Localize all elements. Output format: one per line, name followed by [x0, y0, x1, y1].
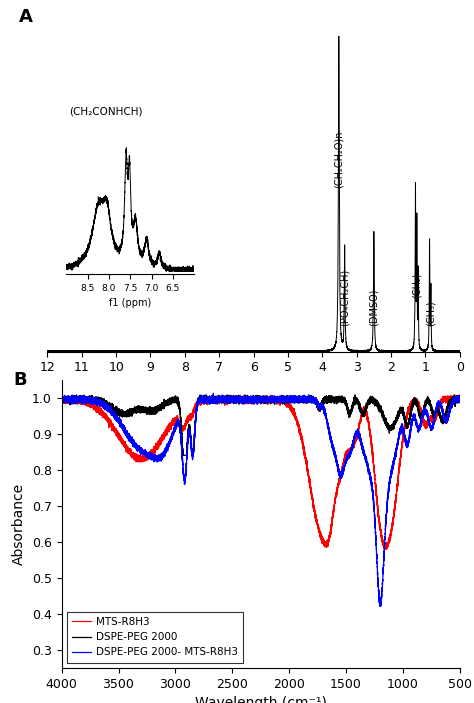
Y-axis label: Absorbance: Absorbance	[12, 483, 27, 565]
DSPE-PEG 2000- MTS-R8H3	[152, 454, 157, 463]
MTS-R8H3	[150, 449, 155, 457]
MTS-R8H3	[122, 443, 128, 451]
DSPE-PEG 2000	[149, 405, 155, 413]
Text: (CH₂): (CH₂)	[411, 272, 421, 298]
Text: (CH₂CH₂O)n: (CH₂CH₂O)n	[334, 130, 344, 188]
DSPE-PEG 2000- MTS-R8H3	[457, 398, 463, 406]
DSPE-PEG 2000- MTS-R8H3	[419, 419, 424, 427]
DSPE-PEG 2000	[209, 394, 215, 403]
MTS-R8H3	[59, 394, 64, 403]
Line: DSPE-PEG 2000: DSPE-PEG 2000	[62, 395, 460, 456]
Line: DSPE-PEG 2000- MTS-R8H3: DSPE-PEG 2000- MTS-R8H3	[62, 394, 460, 607]
Text: (PO₄CH₂CH): (PO₄CH₂CH)	[340, 269, 350, 326]
DSPE-PEG 2000	[306, 391, 311, 399]
DSPE-PEG 2000	[419, 415, 424, 423]
DSPE-PEG 2000- MTS-R8H3	[59, 396, 64, 404]
X-axis label: f1 (ppm): f1 (ppm)	[109, 299, 152, 309]
DSPE-PEG 2000	[152, 408, 157, 416]
DSPE-PEG 2000	[59, 397, 64, 406]
Text: (CH₃): (CH₃)	[425, 301, 435, 326]
X-axis label: f1 (ppm): f1 (ppm)	[223, 380, 284, 394]
Legend: MTS-R8H3, DSPE-PEG 2000, DSPE-PEG 2000- MTS-R8H3: MTS-R8H3, DSPE-PEG 2000, DSPE-PEG 2000- …	[67, 612, 243, 663]
DSPE-PEG 2000- MTS-R8H3	[209, 393, 215, 401]
X-axis label: Wavelength (cm⁻¹): Wavelength (cm⁻¹)	[195, 696, 327, 703]
Text: A: A	[18, 8, 32, 26]
MTS-R8H3	[149, 449, 155, 458]
MTS-R8H3	[457, 396, 463, 405]
MTS-R8H3	[152, 444, 157, 453]
DSPE-PEG 2000	[180, 451, 186, 460]
Text: (DMSO): (DMSO)	[369, 289, 379, 326]
MTS-R8H3	[419, 407, 424, 415]
MTS-R8H3	[242, 391, 248, 399]
DSPE-PEG 2000	[150, 408, 155, 416]
Line: MTS-R8H3: MTS-R8H3	[62, 395, 460, 549]
DSPE-PEG 2000- MTS-R8H3	[150, 453, 155, 461]
DSPE-PEG 2000- MTS-R8H3	[210, 389, 216, 398]
DSPE-PEG 2000	[457, 394, 463, 403]
DSPE-PEG 2000- MTS-R8H3	[122, 428, 128, 437]
DSPE-PEG 2000- MTS-R8H3	[377, 602, 383, 611]
MTS-R8H3	[209, 395, 215, 404]
Text: B: B	[14, 371, 27, 389]
DSPE-PEG 2000	[122, 410, 128, 418]
Text: (CH₂CONHCH): (CH₂CONHCH)	[69, 107, 142, 117]
DSPE-PEG 2000- MTS-R8H3	[149, 452, 155, 460]
MTS-R8H3	[382, 545, 388, 553]
